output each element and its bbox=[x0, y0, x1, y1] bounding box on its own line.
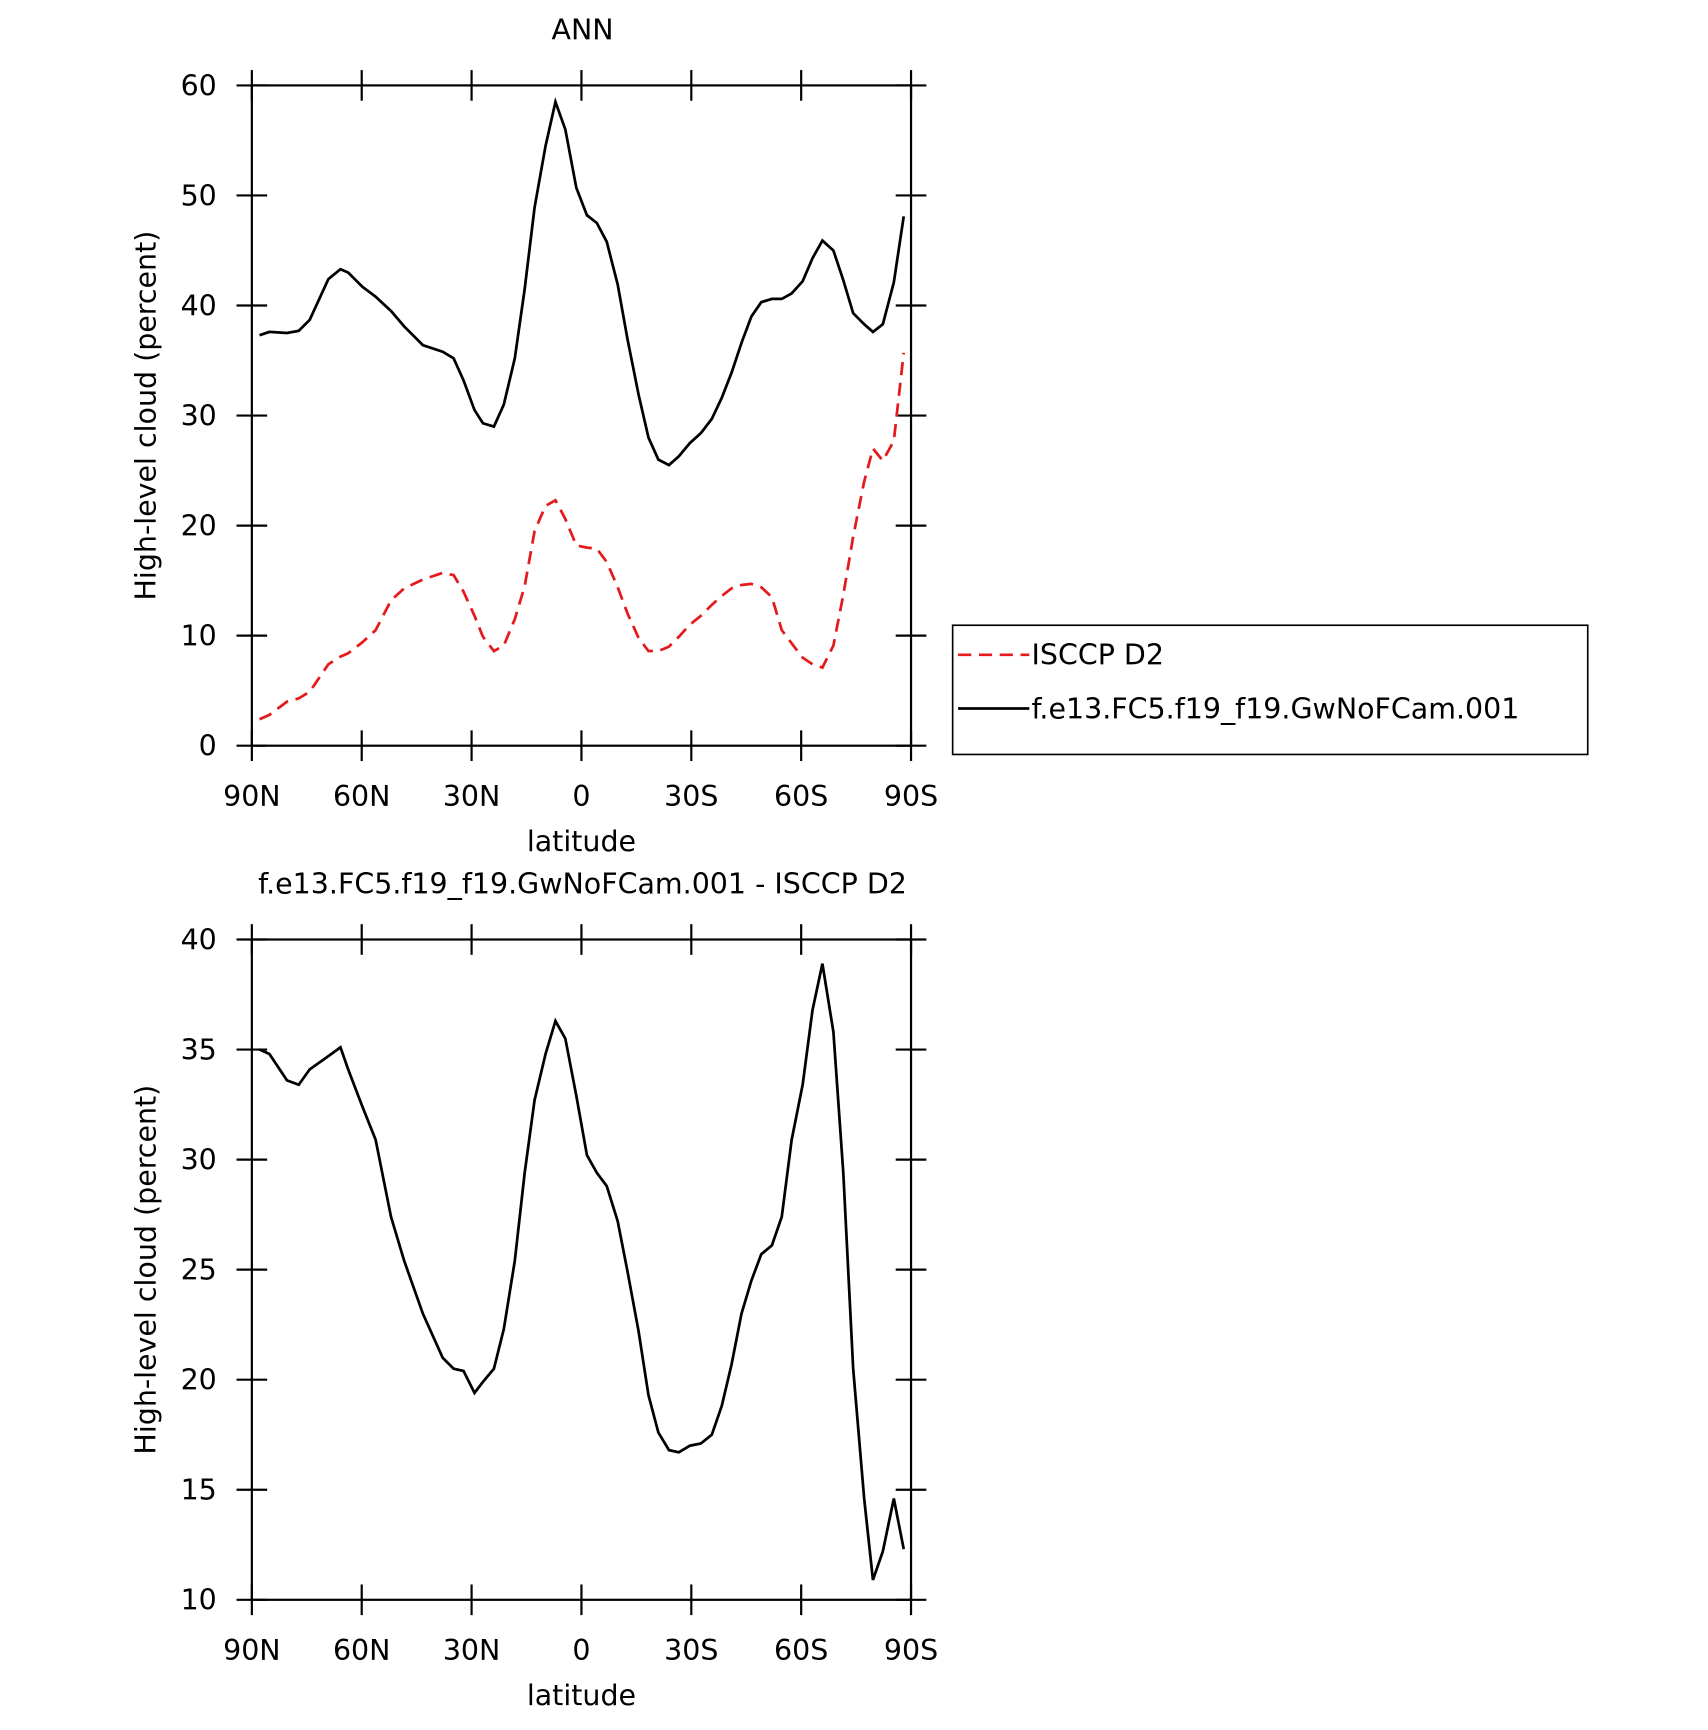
y-tick-label: 0 bbox=[199, 730, 217, 763]
x-tick-label: 0 bbox=[572, 780, 590, 813]
x-axis-label: latitude bbox=[527, 1679, 636, 1712]
x-tick-label: 90S bbox=[884, 780, 938, 813]
data-line bbox=[259, 97, 906, 467]
y-tick-label: 30 bbox=[181, 1143, 217, 1176]
y-tick-label: 10 bbox=[181, 620, 217, 653]
x-tick-label: 90S bbox=[884, 1634, 938, 1667]
y-tick-label: 40 bbox=[181, 923, 217, 956]
x-tick-label: 30S bbox=[664, 780, 718, 813]
x-axis-label: latitude bbox=[527, 825, 636, 858]
x-tick-label: 60N bbox=[333, 1634, 391, 1667]
legend-box bbox=[951, 624, 1589, 756]
x-tick-label: 0 bbox=[572, 1634, 590, 1667]
x-tick-label: 90N bbox=[223, 780, 281, 813]
legend-label: ISCCP D2 bbox=[1031, 639, 1163, 672]
x-tick-label: 30N bbox=[443, 1634, 501, 1667]
plot-frame bbox=[250, 938, 913, 1601]
data-line bbox=[258, 352, 906, 721]
y-tick-label: 15 bbox=[181, 1474, 217, 1507]
y-tick-label: 60 bbox=[181, 69, 217, 102]
y-tick-label: 10 bbox=[181, 1584, 217, 1617]
x-tick-label: 60S bbox=[774, 780, 828, 813]
x-tick-label: 30N bbox=[443, 780, 501, 813]
x-tick-label: 60N bbox=[333, 780, 391, 813]
y-axis-label: High-level cloud (percent) bbox=[129, 231, 162, 601]
plot-area: ANN High-level cloud (percent) latitude 0 10… bbox=[129, 13, 1589, 1712]
chart-title: ANN bbox=[552, 13, 614, 46]
y-tick-label: 50 bbox=[181, 179, 217, 212]
y-axis-label: High-level cloud (percent) bbox=[129, 1085, 162, 1455]
y-tick-label: 40 bbox=[181, 289, 217, 322]
y-tick-label: 20 bbox=[181, 509, 217, 542]
y-tick-label: 20 bbox=[181, 1364, 217, 1397]
x-tick-label: 90N bbox=[223, 1634, 281, 1667]
y-tick-label: 25 bbox=[181, 1254, 217, 1287]
chart-title: f.e13.FC5.f19_f19.GwNoFCam.001 - ISCCP D… bbox=[258, 868, 907, 901]
x-tick-label: 30S bbox=[664, 1634, 718, 1667]
y-tick-label: 35 bbox=[181, 1033, 217, 1066]
x-tick-label: 60S bbox=[774, 1634, 828, 1667]
legend-label: f.e13.FC5.f19_f19.GwNoFCam.001 bbox=[1031, 692, 1519, 725]
plot-frame bbox=[250, 84, 913, 747]
data-line bbox=[258, 963, 906, 1581]
y-tick-label: 30 bbox=[181, 399, 217, 432]
